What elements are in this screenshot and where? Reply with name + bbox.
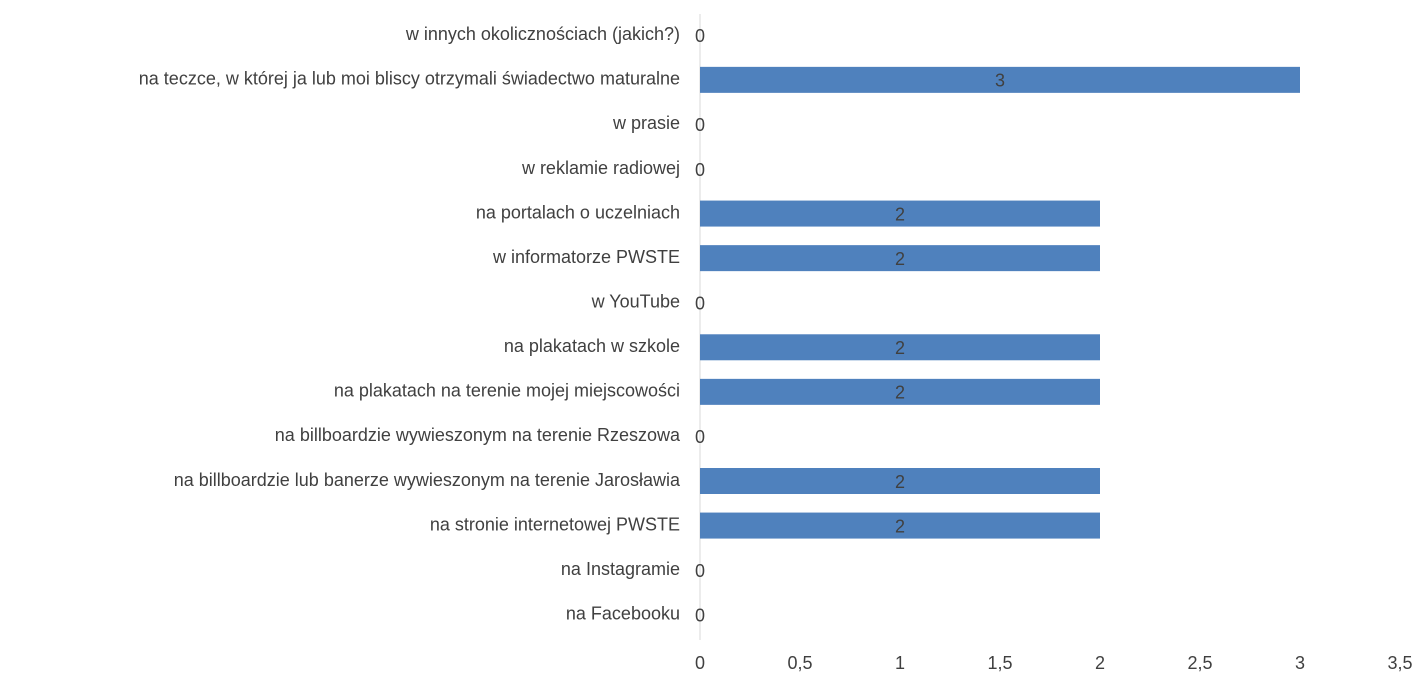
data-label: 2 [895,383,905,403]
data-label: 0 [695,561,705,581]
category-label: na stronie internetowej PWSTE [430,514,680,534]
data-label: 0 [695,160,705,180]
category-label: w reklamie radiowej [521,158,680,178]
category-label: na teczce, w której ja lub moi bliscy ot… [139,69,680,89]
x-tick-label: 1 [895,653,905,673]
data-label: 2 [895,516,905,536]
category-label: na billboardzie wywieszonym na terenie R… [275,425,681,445]
bar [700,334,1100,361]
category-label: w prasie [612,113,680,133]
data-label: 0 [695,293,705,313]
data-label: 2 [895,204,905,224]
data-label: 2 [895,249,905,269]
x-tick-label: 2 [1095,653,1105,673]
x-tick-label: 0 [695,653,705,673]
data-label: 2 [895,338,905,358]
category-label: na billboardzie lub banerze wywieszonym … [174,470,681,490]
category-label: na Facebooku [566,603,680,623]
data-label: 0 [695,605,705,625]
x-tick-label: 3,5 [1387,653,1412,673]
data-label: 0 [695,26,705,46]
data-label: 2 [895,472,905,492]
category-label: na portalach o uczelniach [476,202,680,222]
category-label: na plakatach w szkole [504,336,680,356]
x-tick-label: 0,5 [787,653,812,673]
bar [700,378,1100,405]
bar [700,66,1300,93]
x-tick-label: 3 [1295,653,1305,673]
x-tick-label: 2,5 [1187,653,1212,673]
category-label: w innych okolicznościach (jakich?) [405,24,680,44]
category-label: w informatorze PWSTE [492,247,680,267]
category-label: na plakatach na terenie mojej miejscowoś… [334,381,680,401]
data-label: 3 [995,71,1005,91]
bar [700,468,1100,494]
bar [700,245,1100,272]
bar [700,512,1100,539]
x-tick-label: 1,5 [987,653,1012,673]
category-label: w YouTube [591,291,680,311]
category-label: na Instagramie [561,559,680,579]
data-label: 0 [695,115,705,135]
data-label: 0 [695,427,705,447]
bar [700,200,1100,227]
